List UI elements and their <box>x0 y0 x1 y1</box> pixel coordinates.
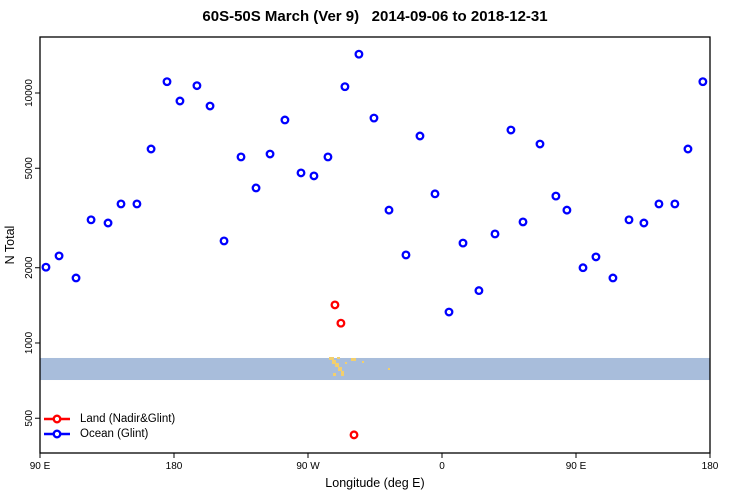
x-tick-label: 90 E <box>566 461 587 472</box>
data-point-ocean <box>162 77 172 87</box>
data-point-ocean <box>236 152 246 162</box>
data-point-ocean <box>444 307 454 317</box>
land-mark <box>333 373 336 376</box>
legend: Land (Nadir&Glint) Ocean (Glint) <box>42 412 175 441</box>
data-point-ocean <box>415 131 425 141</box>
land-mark <box>335 363 339 367</box>
data-point-ocean <box>578 263 588 273</box>
x-tick-label: 0 <box>439 461 445 472</box>
y-axis-title: N Total <box>3 226 17 265</box>
x-tick-label: 90 E <box>30 461 51 472</box>
data-point-ocean <box>562 205 572 215</box>
land-mark <box>345 362 347 364</box>
data-point-ocean <box>192 81 202 91</box>
data-point-ocean <box>340 82 350 92</box>
data-point-ocean <box>490 229 500 239</box>
land-mark <box>388 368 390 370</box>
x-tick-label: 180 <box>702 461 719 472</box>
y-tick-label: 2000 <box>24 256 35 279</box>
x-tick-label: 90 W <box>296 461 320 472</box>
y-tick-label: 10000 <box>24 79 35 107</box>
chart-title: 60S-50S March (Ver 9) 2014-09-06 to 2018… <box>202 8 548 25</box>
data-point-ocean <box>54 251 64 261</box>
latitude-band <box>40 357 710 381</box>
data-point-ocean <box>265 149 275 159</box>
data-point-ocean <box>639 218 649 228</box>
data-point-ocean <box>369 113 379 123</box>
data-point-ocean <box>518 217 528 227</box>
data-point-ocean <box>458 238 468 248</box>
y-tick-label: 500 <box>24 409 35 426</box>
legend-item-land: Land (Nadir&Glint) <box>42 412 175 426</box>
data-point-ocean <box>323 152 333 162</box>
data-point-ocean <box>551 191 561 201</box>
data-point-ocean <box>116 199 126 209</box>
data-point-ocean <box>535 139 545 149</box>
data-point-ocean <box>146 144 156 154</box>
data-point-ocean <box>132 199 142 209</box>
legend-label-land: Land (Nadir&Glint) <box>80 413 176 425</box>
data-point-land <box>336 318 346 328</box>
plot-frame <box>39 36 711 454</box>
data-point-ocean <box>86 215 96 225</box>
y-tick-label: 1000 <box>24 331 35 354</box>
data-point-ocean <box>430 189 440 199</box>
land-mark <box>338 367 342 371</box>
data-point-ocean <box>506 125 516 135</box>
land-mark <box>351 358 356 361</box>
data-point-ocean <box>654 199 664 209</box>
data-point-ocean <box>474 286 484 296</box>
land-mark <box>341 371 344 376</box>
land-marker-icon <box>44 414 70 424</box>
data-point-ocean <box>219 236 229 246</box>
land-mark <box>329 357 334 360</box>
data-point-ocean <box>401 250 411 260</box>
data-point-ocean <box>683 144 693 154</box>
x-tick-label: 180 <box>166 461 183 472</box>
data-point-land <box>349 430 359 440</box>
data-point-ocean <box>280 115 290 125</box>
data-point-ocean <box>354 49 364 59</box>
land-mark <box>337 357 340 359</box>
legend-item-ocean: Ocean (Glint) <box>42 427 175 441</box>
data-point-ocean <box>296 168 306 178</box>
data-point-ocean <box>698 77 708 87</box>
data-point-ocean <box>384 205 394 215</box>
data-point-ocean <box>175 96 185 106</box>
data-point-ocean <box>103 218 113 228</box>
data-point-ocean <box>670 199 680 209</box>
data-point-ocean <box>591 252 601 262</box>
y-tick-label: 5000 <box>24 157 35 180</box>
data-point-ocean <box>624 215 634 225</box>
land-mark <box>332 360 336 364</box>
data-point-ocean <box>309 171 319 181</box>
land-mark <box>362 361 364 363</box>
data-point-ocean <box>71 273 81 283</box>
data-point-ocean <box>251 183 261 193</box>
data-point-ocean <box>41 262 51 272</box>
legend-label-ocean: Ocean (Glint) <box>80 428 149 440</box>
data-point-ocean <box>205 101 215 111</box>
ocean-marker-icon <box>44 429 70 439</box>
x-axis-title: Longitude (deg E) <box>325 476 424 490</box>
data-point-ocean <box>608 273 618 283</box>
data-point-land <box>330 300 340 310</box>
